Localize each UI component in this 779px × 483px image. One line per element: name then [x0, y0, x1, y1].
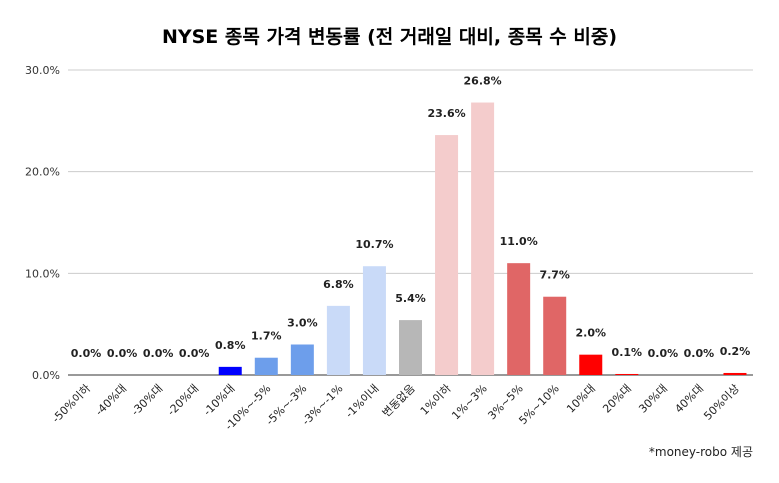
x-tick-label: 1%~3% — [449, 382, 489, 422]
y-tick-label: 20.0% — [25, 166, 60, 179]
bar — [543, 296, 567, 375]
bar — [507, 263, 531, 375]
data-label: 0.0% — [71, 347, 102, 360]
data-label: 0.1% — [612, 346, 643, 359]
x-tick-label: -20%대 — [165, 382, 201, 418]
data-label: 0.0% — [143, 347, 174, 360]
bar — [326, 305, 350, 375]
x-tick-label: 40%대 — [672, 382, 706, 416]
x-tick-label: 50%이상 — [701, 382, 742, 423]
data-label: 6.8% — [323, 278, 354, 291]
data-label: 0.0% — [107, 347, 138, 360]
data-label: 23.6% — [427, 107, 465, 120]
bar — [435, 135, 459, 375]
y-tick-label: 0.0% — [32, 369, 60, 382]
bar — [362, 266, 386, 375]
data-label: 0.2% — [720, 345, 751, 358]
bar — [471, 102, 495, 376]
data-label: 11.0% — [500, 235, 538, 248]
data-label: 26.8% — [464, 75, 502, 88]
bar — [218, 366, 242, 375]
x-tick-label: 20%대 — [600, 382, 634, 416]
data-label: 3.0% — [287, 317, 318, 330]
data-label: 2.0% — [576, 327, 607, 340]
x-tick-label: 1%이하 — [417, 381, 454, 418]
bar — [254, 357, 278, 375]
data-label: 1.7% — [251, 330, 282, 343]
x-tick-label: -30%대 — [129, 382, 165, 418]
x-tick-label: -40%대 — [93, 382, 129, 418]
data-label: 5.4% — [395, 292, 426, 305]
data-label: 10.7% — [355, 238, 393, 251]
chart-title: NYSE 종목 가격 변동률 (전 거래일 대비, 종목 수 비중) — [161, 26, 618, 48]
x-tick-label: 변동없음 — [380, 382, 418, 420]
bar — [723, 372, 747, 375]
data-label: 0.0% — [179, 347, 210, 360]
bar — [399, 320, 422, 375]
x-tick-label: -1%이내 — [343, 382, 382, 421]
data-label: 0.8% — [215, 339, 246, 352]
x-tick-label: -50%이하 — [49, 381, 93, 425]
bar — [615, 373, 639, 375]
data-label: 0.0% — [684, 347, 715, 360]
data-label: 7.7% — [539, 269, 570, 282]
bar — [290, 344, 314, 375]
x-tick-label: 10%대 — [564, 382, 598, 416]
credit-note: *money-robo 제공 — [648, 445, 753, 459]
bar — [579, 354, 603, 375]
y-tick-label: 10.0% — [25, 267, 60, 280]
x-tick-label: 30%대 — [636, 382, 670, 416]
data-label: 0.0% — [648, 347, 679, 360]
y-tick-label: 30.0% — [25, 64, 60, 77]
